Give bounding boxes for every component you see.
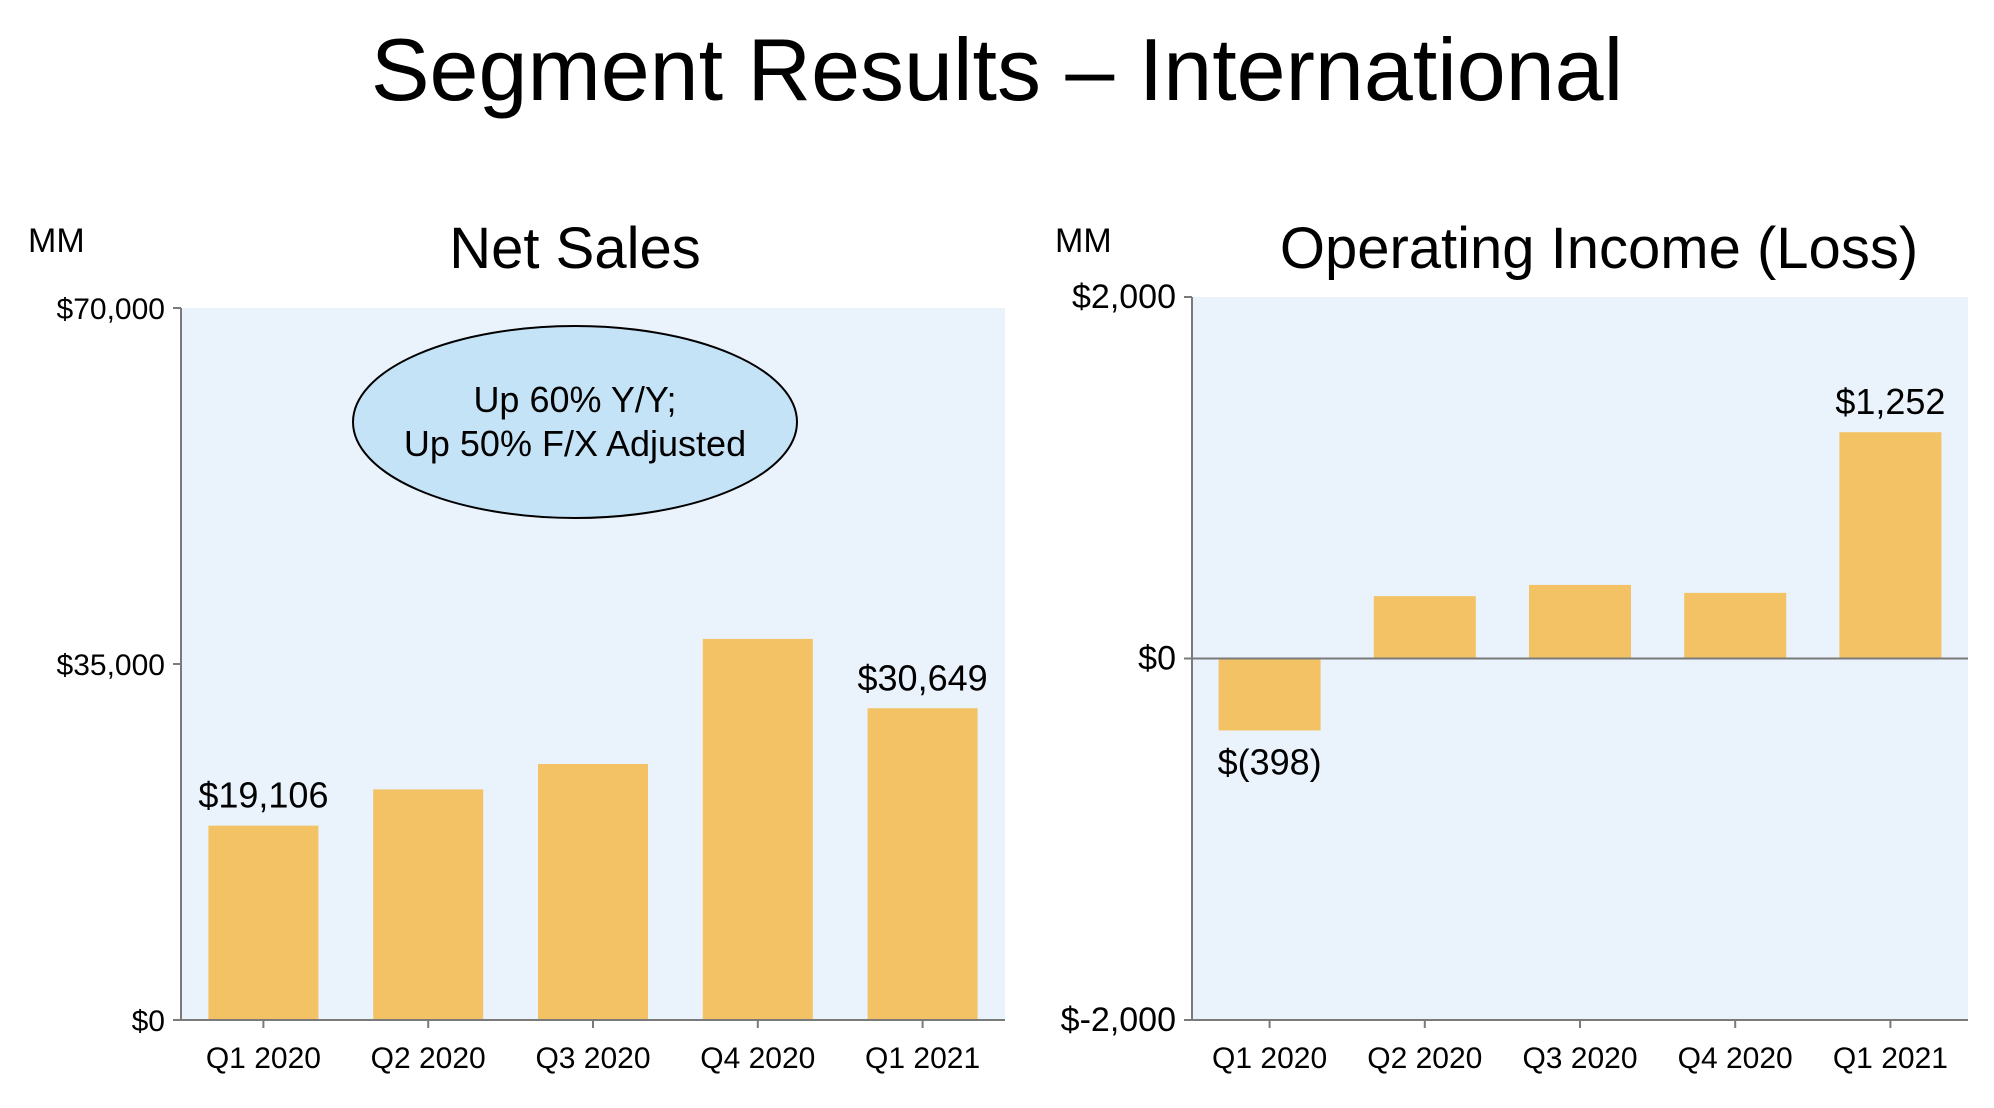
net-sales-chart-title: Net Sales	[449, 216, 700, 281]
op-income-category-label-1: Q1 2020	[1212, 1042, 1327, 1075]
op-income-bar-1	[1218, 658, 1321, 731]
op-income-category-label-4: Q4 2020	[1678, 1042, 1793, 1075]
net-sales-annotation-line-1: Up 60% Y/Y;	[473, 379, 676, 420]
net-sales-annotation-ellipse	[352, 325, 798, 519]
net-sales-data-label-1: $19,106	[198, 775, 328, 816]
op-income-y-tick-label-1: $-2,000	[1061, 1001, 1176, 1039]
op-income-y-tick-label-3: $2,000	[1072, 278, 1176, 316]
net-sales-y-tick-label-2: $35,000	[57, 649, 165, 682]
net-sales-chart: MM Net Sales $0 $35,000 $70,000 Q1 2020 Q2 202…	[28, 216, 1005, 1075]
op-income-unit-label: MM	[1055, 222, 1112, 260]
net-sales-y-tick-label-1: $0	[132, 1005, 165, 1038]
net-sales-category-label-2: Q2 2020	[371, 1042, 486, 1075]
net-sales-annotation-line-2: Up 50% F/X Adjusted	[404, 423, 746, 464]
op-income-bar-2	[1373, 596, 1476, 659]
net-sales-y-tick-label-3: $70,000	[57, 293, 165, 326]
net-sales-bar-5	[867, 708, 978, 1020]
op-income-y-tick-label-2: $0	[1138, 640, 1176, 678]
net-sales-category-label-1: Q1 2020	[206, 1042, 321, 1075]
net-sales-data-label-2: $30,649	[858, 657, 988, 698]
net-sales-bar-2	[373, 789, 484, 1020]
net-sales-category-label-3: Q3 2020	[535, 1042, 650, 1075]
net-sales-unit-label: MM	[28, 222, 85, 260]
op-income-category-label-2: Q2 2020	[1367, 1042, 1482, 1075]
net-sales-bar-3	[538, 763, 648, 1020]
op-income-bar-3	[1529, 584, 1631, 659]
op-income-bar-5	[1839, 432, 1942, 659]
page-title: Segment Results – International	[370, 20, 1624, 119]
net-sales-bar-1	[208, 825, 319, 1020]
net-sales-category-label-4: Q4 2020	[700, 1042, 815, 1075]
net-sales-category-label-5: Q1 2021	[865, 1042, 980, 1075]
net-sales-bar-4	[702, 638, 813, 1020]
op-income-chart-title: Operating Income (Loss)	[1280, 216, 1918, 281]
op-income-category-label-5: Q1 2021	[1833, 1042, 1948, 1075]
op-income-bar-4	[1684, 592, 1787, 659]
op-income-category-label-3: Q3 2020	[1522, 1042, 1637, 1075]
op-income-data-label-2: $1,252	[1835, 381, 1945, 422]
op-income-data-label-1: $(398)	[1218, 741, 1322, 782]
